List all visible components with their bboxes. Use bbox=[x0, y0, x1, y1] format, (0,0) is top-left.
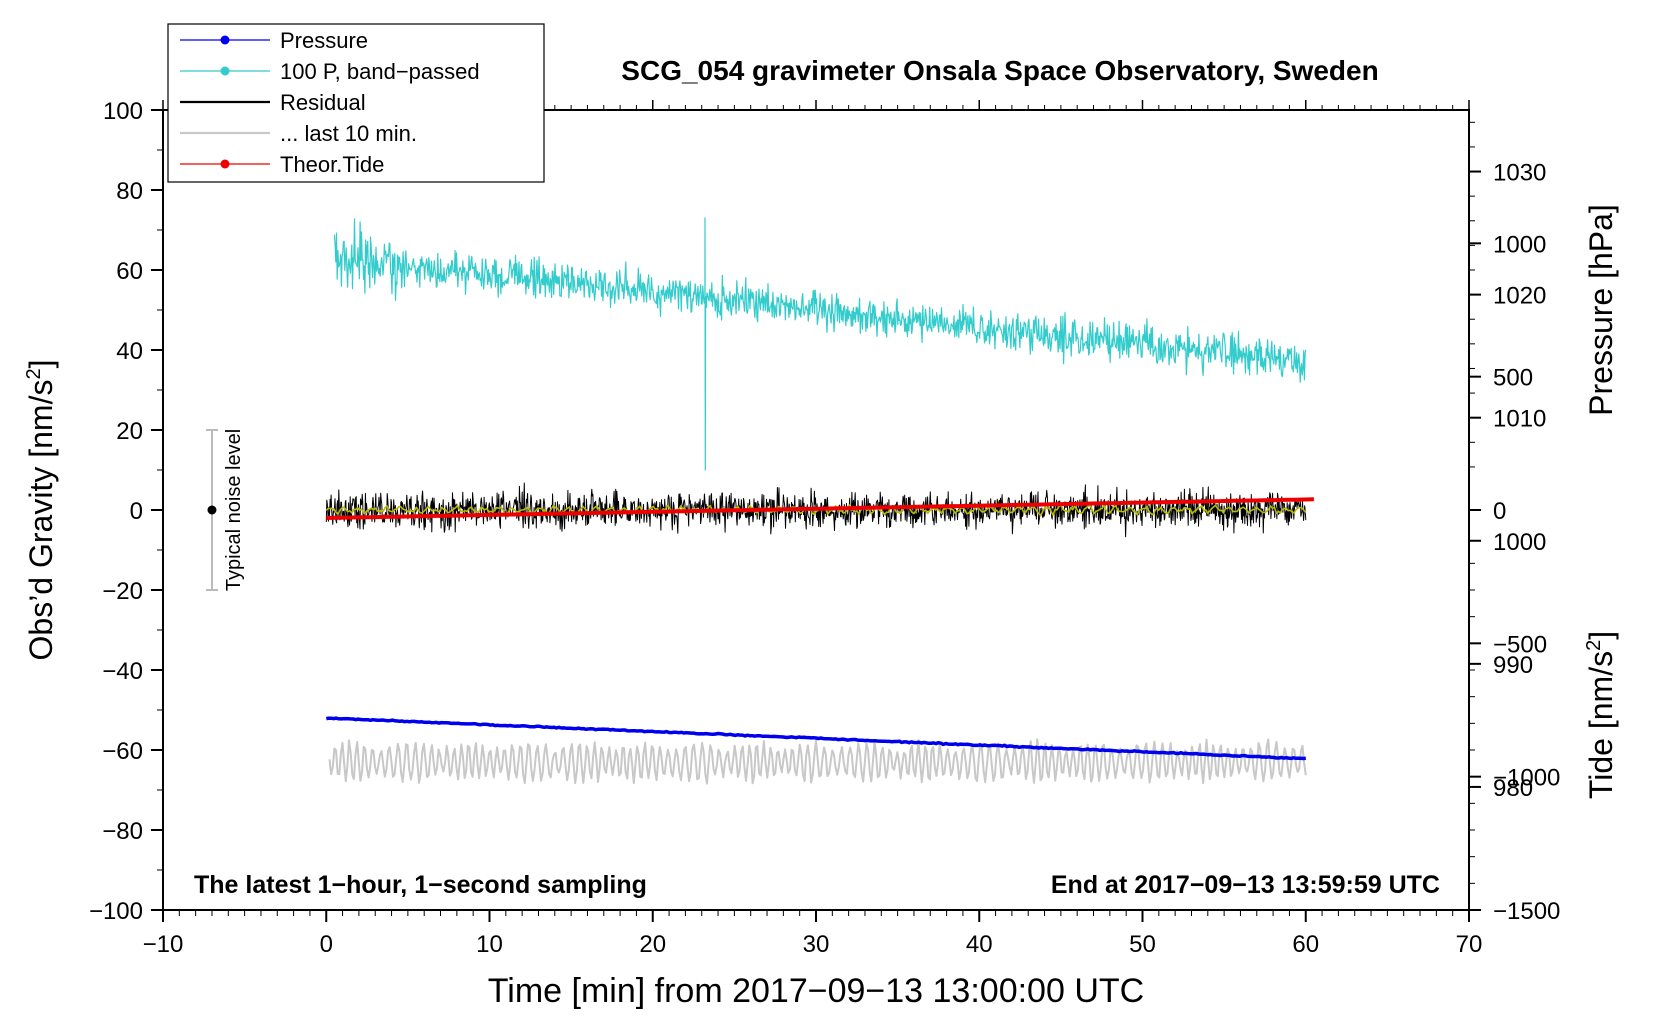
tide-tick-label: −500 bbox=[1493, 631, 1547, 658]
y-axis-right-tide: −1500 −1000 −500 0 500 1000 bbox=[1469, 231, 1560, 925]
legend-label: Pressure bbox=[280, 28, 368, 53]
y-axis-left-label: Obs’d Gravity [nm/s2] bbox=[23, 360, 59, 661]
legend-label: ... last 10 min. bbox=[280, 121, 417, 146]
y-left-tick-label: 0 bbox=[130, 498, 143, 525]
x-tick-label: 30 bbox=[803, 931, 830, 958]
x-axis: −10 0 10 20 30 40 50 60 70 bbox=[143, 100, 1483, 958]
series-theoretical-tide bbox=[326, 497, 1314, 520]
y-axis-right-pressure: 980 990 1000 1010 1020 1030 bbox=[1469, 121, 1546, 802]
chart-title: SCG_054 gravimeter Onsala Space Observat… bbox=[621, 55, 1378, 86]
pressure-tick-label: 1020 bbox=[1493, 283, 1546, 310]
noise-level-indicator bbox=[205, 429, 218, 591]
x-axis-label: Time [min] from 2017−09−13 13:00:00 UTC bbox=[488, 972, 1144, 1010]
annotation-sampling: The latest 1−hour, 1−second sampling bbox=[194, 871, 647, 899]
legend: Pressure 100 P, band−passed Residual ... la… bbox=[167, 23, 545, 183]
pressure-tick-label: 980 bbox=[1493, 775, 1533, 802]
y-left-tick-label: 100 bbox=[103, 98, 143, 125]
noise-bar-dot bbox=[207, 505, 217, 515]
noise-level-label: Typical noise level bbox=[223, 429, 245, 591]
y-left-tick-label: 40 bbox=[116, 338, 143, 365]
x-tick-label: 10 bbox=[476, 931, 503, 958]
x-tick-label: 50 bbox=[1129, 931, 1156, 958]
legend-label: Theor.Tide bbox=[280, 152, 384, 177]
y-left-tick-label: −60 bbox=[102, 738, 143, 765]
pressure-tick-label: 1030 bbox=[1493, 160, 1546, 187]
pressure-tick-label: 990 bbox=[1493, 652, 1533, 679]
legend-label: Residual bbox=[280, 90, 366, 115]
series-residual-smoothed bbox=[325, 503, 1307, 517]
y-left-tick-label: −80 bbox=[102, 818, 143, 845]
series-layer bbox=[325, 217, 1314, 785]
legend-marker bbox=[220, 35, 230, 45]
y-left-tick-label: −40 bbox=[102, 658, 143, 685]
series-last-10-min bbox=[328, 738, 1307, 785]
series-band-passed bbox=[333, 217, 1307, 471]
legend-marker bbox=[220, 66, 230, 76]
pressure-tick-label: 1010 bbox=[1493, 406, 1546, 433]
tide-tick-label: 0 bbox=[1493, 498, 1506, 525]
y-left-tick-label: −100 bbox=[89, 898, 143, 925]
tide-tick-label: 500 bbox=[1493, 365, 1533, 392]
x-tick-label: 60 bbox=[1292, 931, 1319, 958]
pressure-tick-label: 1000 bbox=[1493, 529, 1546, 556]
y-left-tick-label: 80 bbox=[116, 178, 143, 205]
x-tick-label: 70 bbox=[1456, 931, 1483, 958]
x-tick-label: 0 bbox=[320, 931, 333, 958]
pressure-axis-label: Pressure [hPa] bbox=[1583, 204, 1619, 416]
y-left-tick-label: 20 bbox=[116, 418, 143, 445]
annotation-end-time: End at 2017−09−13 13:59:59 UTC bbox=[1051, 871, 1440, 899]
x-tick-label: 20 bbox=[639, 931, 666, 958]
y-left-tick-label: 60 bbox=[116, 258, 143, 285]
x-tick-label: −10 bbox=[143, 931, 184, 958]
x-tick-label: 40 bbox=[966, 931, 993, 958]
tide-axis-label: Tide [nm/s2] bbox=[1583, 631, 1619, 799]
tide-tick-label: −1500 bbox=[1493, 898, 1560, 925]
legend-marker bbox=[220, 159, 230, 169]
y-axis-left: −100 −80 −60 −40 −20 0 20 40 60 80 100 bbox=[89, 98, 163, 925]
tide-tick-label: 1000 bbox=[1493, 231, 1546, 258]
legend-label: 100 P, band−passed bbox=[280, 59, 480, 84]
tide-tick-label: −1000 bbox=[1493, 765, 1560, 792]
y-left-tick-label: −20 bbox=[102, 578, 143, 605]
series-pressure bbox=[326, 716, 1306, 761]
